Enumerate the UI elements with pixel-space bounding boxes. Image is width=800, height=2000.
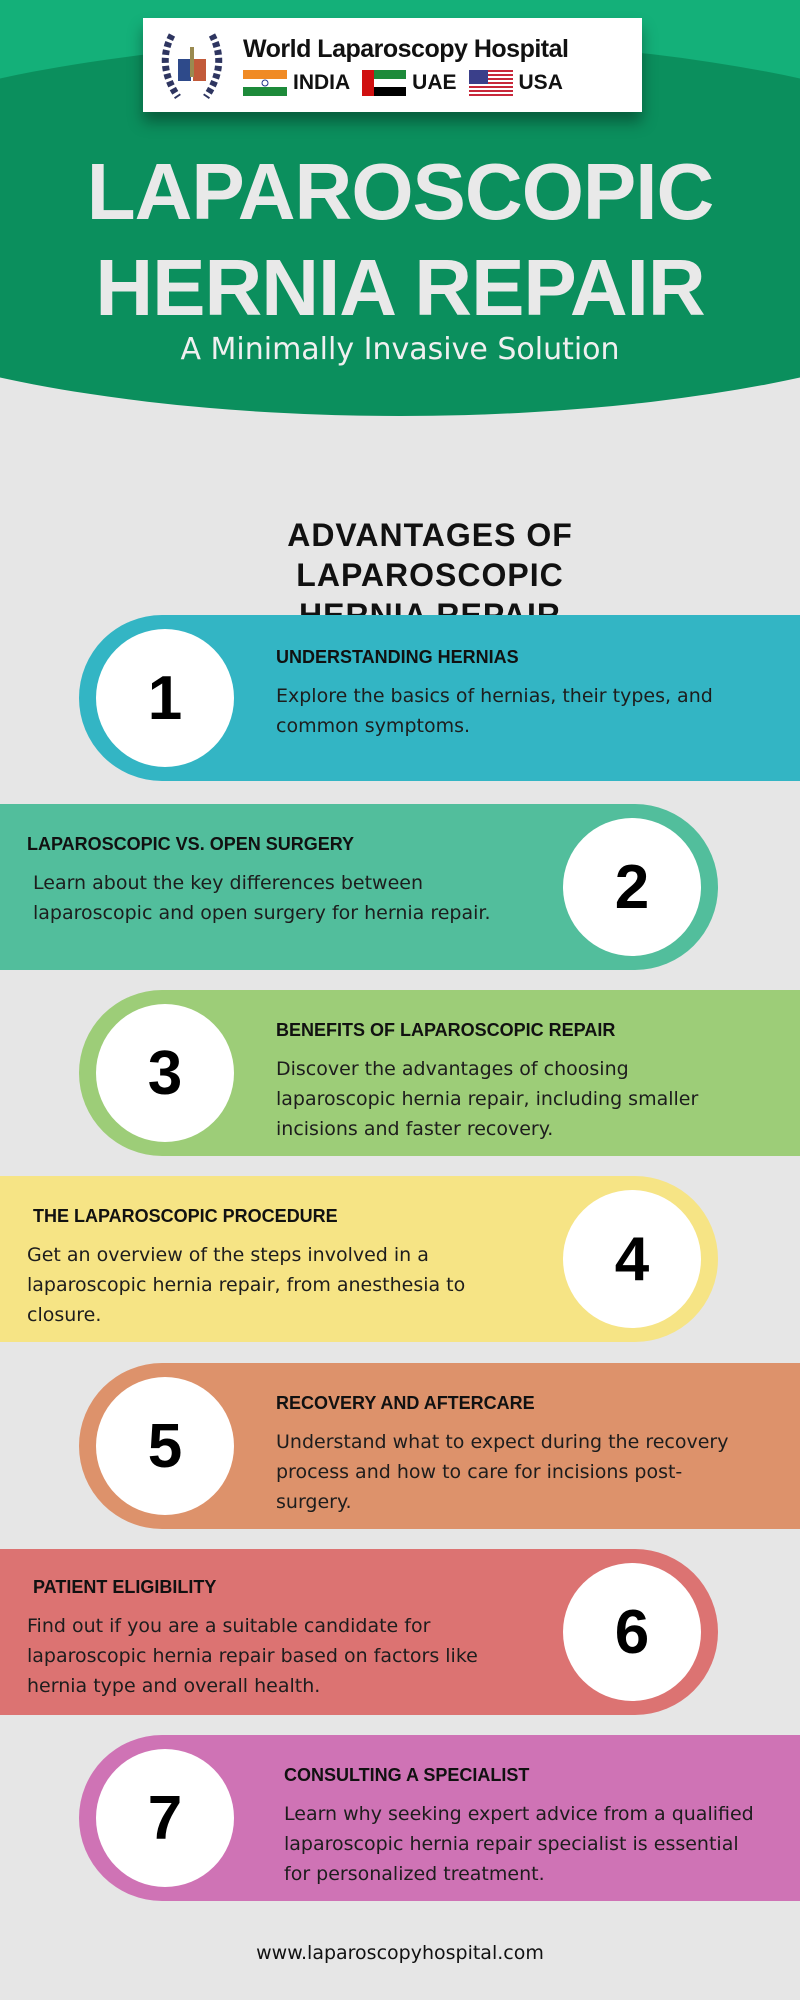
item-title: PATIENT ELIGIBILITY (33, 1577, 217, 1597)
item-card-4: 4 THE LAPAROSCOPIC PROCEDURE Get an over… (0, 1176, 718, 1342)
website-url[interactable]: www.laparoscopyhospital.com (256, 1942, 544, 1964)
uae-flag-icon (362, 69, 407, 96)
item-title: LAPAROSCOPIC VS. OPEN SURGERY (27, 834, 355, 854)
number-badge: 4 (563, 1190, 701, 1328)
page-title-line2: HERNIA REPAIR (95, 243, 705, 332)
number-badge: 7 (96, 1749, 234, 1887)
india-flag-icon (243, 69, 287, 96)
item-description: Understand what to expect during the rec… (276, 1431, 729, 1513)
item-title: RECOVERY AND AFTERCARE (276, 1393, 535, 1413)
item-card-1: 1 UNDERSTANDING HERNIAS Explore the basi… (79, 615, 800, 781)
number-badge: 3 (96, 1004, 234, 1142)
country-uae: UAE (412, 70, 457, 94)
laurel-seal-icon (149, 22, 235, 108)
number-badge: 1 (96, 629, 234, 767)
logo-name: World Laparoscopy Hospital (243, 34, 569, 63)
page-title-line1: LAPAROSCOPIC (86, 147, 715, 236)
hospital-logo: World Laparoscopy Hospital INDIA UAE USA (143, 18, 642, 112)
number-badge: 6 (563, 1563, 701, 1701)
page-subtitle: A Minimally Invasive Solution (180, 332, 620, 367)
item-title: THE LAPAROSCOPIC PROCEDURE (33, 1206, 338, 1226)
country-india: INDIA (293, 70, 351, 94)
item-card-5: 5 RECOVERY AND AFTERCARE Understand what… (79, 1363, 800, 1529)
item-description: Find out if you are a suitable candidate… (27, 1615, 478, 1697)
number-badge: 5 (96, 1377, 234, 1515)
item-title: CONSULTING A SPECIALIST (284, 1765, 530, 1785)
item-card-7: 7 CONSULTING A SPECIALIST Learn why seek… (79, 1735, 800, 1901)
usa-flag-icon (468, 69, 513, 96)
country-usa: USA (518, 70, 563, 94)
item-title: UNDERSTANDING HERNIAS (276, 647, 519, 667)
section-heading-line1: ADVANTAGES OF LAPAROSCOPIC (287, 517, 573, 593)
item-title: BENEFITS OF LAPAROSCOPIC REPAIR (276, 1020, 616, 1040)
item-card-2: 2 LAPAROSCOPIC VS. OPEN SURGERY Learn ab… (0, 804, 718, 970)
item-card-3: 3 BENEFITS OF LAPAROSCOPIC REPAIR Discov… (79, 990, 800, 1156)
item-description: Learn why seeking expert advice from a q… (284, 1803, 754, 1885)
item-description: Explore the basics of hernias, their typ… (276, 685, 713, 737)
item-description: Discover the advantages of choosing lapa… (276, 1058, 699, 1140)
item-description: Learn about the key differences between … (33, 872, 491, 924)
item-description: Get an overview of the steps involved in… (27, 1244, 466, 1326)
item-card-6: 6 PATIENT ELIGIBILITY Find out if you ar… (0, 1549, 718, 1715)
number-badge: 2 (563, 818, 701, 956)
